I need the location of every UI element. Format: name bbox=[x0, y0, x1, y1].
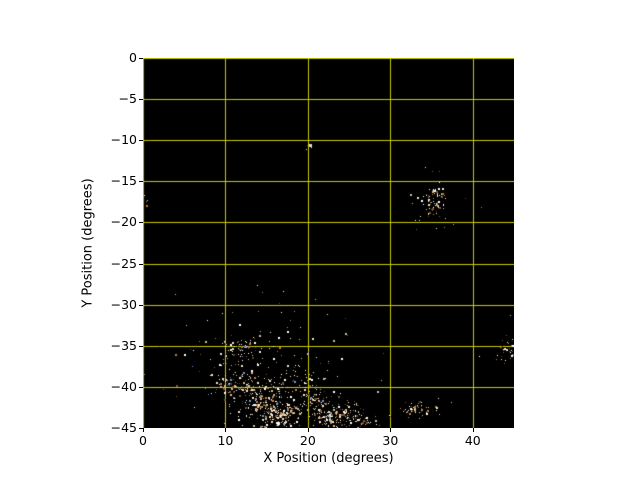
y-tick-mark bbox=[139, 99, 143, 101]
y-tick-mark bbox=[139, 263, 143, 265]
y-tick-mark bbox=[139, 304, 143, 306]
x-axis-label: X Position (degrees) bbox=[263, 451, 394, 466]
y-tick-label: −20 bbox=[110, 214, 137, 230]
y-tick-mark bbox=[139, 428, 143, 429]
x-tick-label: 20 bbox=[299, 433, 316, 448]
y-tick-mark bbox=[139, 345, 143, 347]
plot-area bbox=[143, 58, 514, 428]
y-tick-label: −5 bbox=[118, 91, 137, 107]
y-tick-label: −15 bbox=[110, 173, 137, 189]
y-tick-mark bbox=[139, 181, 143, 183]
x-tick-mark bbox=[143, 428, 144, 432]
x-tick-mark bbox=[472, 428, 474, 432]
x-tick-label: 40 bbox=[464, 433, 481, 448]
y-tick-mark bbox=[139, 386, 143, 388]
y-tick-label: −25 bbox=[110, 255, 137, 271]
x-tick-label: 30 bbox=[382, 433, 399, 448]
y-tick-label: −35 bbox=[110, 337, 137, 353]
y-tick-label: −10 bbox=[110, 132, 137, 148]
y-tick-mark bbox=[139, 140, 143, 142]
y-axis-label: Y Position (degrees) bbox=[80, 178, 96, 308]
scatter-canvas bbox=[143, 58, 514, 428]
x-tick-mark bbox=[225, 428, 227, 432]
y-tick-label: −40 bbox=[110, 378, 137, 394]
x-tick-label: 0 bbox=[139, 433, 147, 448]
y-tick-label: 0 bbox=[129, 50, 137, 65]
y-tick-mark bbox=[139, 222, 143, 224]
y-tick-label: −45 bbox=[110, 420, 137, 435]
y-tick-label: −30 bbox=[110, 296, 137, 312]
x-tick-mark bbox=[307, 428, 309, 432]
y-tick-mark bbox=[139, 58, 143, 59]
x-tick-label: 10 bbox=[217, 433, 234, 448]
x-tick-mark bbox=[390, 428, 392, 432]
